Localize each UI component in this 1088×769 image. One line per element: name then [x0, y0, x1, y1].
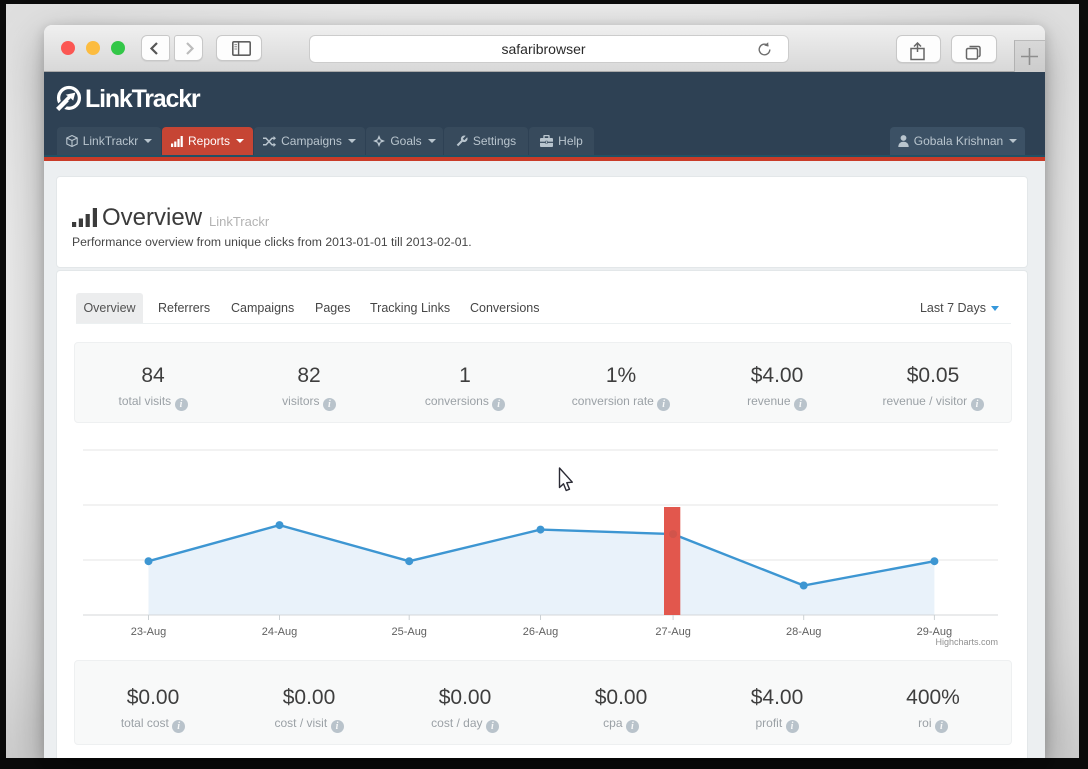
svg-text:23-Aug: 23-Aug [131, 626, 166, 638]
svg-text:29-Aug: 29-Aug [917, 626, 952, 638]
svg-text:Highcharts.com: Highcharts.com [935, 637, 998, 647]
svg-text:26-Aug: 26-Aug [523, 626, 558, 638]
svg-text:28-Aug: 28-Aug [786, 626, 821, 638]
svg-text:24-Aug: 24-Aug [262, 626, 297, 638]
svg-text:27-Aug: 27-Aug [655, 626, 690, 638]
svg-text:25-Aug: 25-Aug [391, 626, 426, 638]
